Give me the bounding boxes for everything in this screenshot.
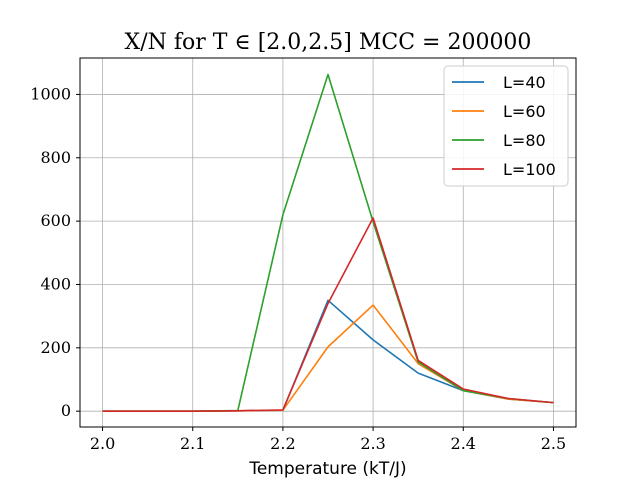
x-tick-label: 2.3 <box>360 434 385 453</box>
series-layer <box>102 73 554 412</box>
x-tick-label: 2.5 <box>541 434 566 453</box>
y-tick-label: 1000 <box>30 84 71 103</box>
x-tick-label: 2.4 <box>451 434 476 453</box>
x-tick-label: 2.0 <box>90 434 115 453</box>
legend-label: L=100 <box>503 160 556 179</box>
legend-label: L=60 <box>503 102 546 121</box>
y-tick-label: 200 <box>40 338 71 357</box>
legend-label: L=80 <box>503 131 546 150</box>
legend-box <box>443 65 569 187</box>
legend-label: L=40 <box>503 73 546 92</box>
y-tick-label: 800 <box>40 148 71 167</box>
plot-frame <box>79 57 577 428</box>
legend: L=40 L=60 L=80 L=100 <box>443 65 569 187</box>
series-line-l100 <box>102 217 554 412</box>
x-tick-label: 2.1 <box>180 434 205 453</box>
x-axis-label: Temperature (kT/J) <box>248 459 406 479</box>
chart-title: X/N for T ∈ [2.0,2.5] MCC = 200000 <box>125 30 532 55</box>
y-tick-label: 600 <box>40 211 71 230</box>
legend-entries: L=40 L=60 L=80 L=100 <box>452 73 556 179</box>
y-tick-label: 0 <box>61 401 71 420</box>
y-tick-label: 400 <box>40 274 71 293</box>
x-tick-label: 2.2 <box>270 434 295 453</box>
tick-layer: 2.0 2.1 2.2 2.3 2.4 2.5 0 200 400 600 800 1000 <box>30 84 566 453</box>
